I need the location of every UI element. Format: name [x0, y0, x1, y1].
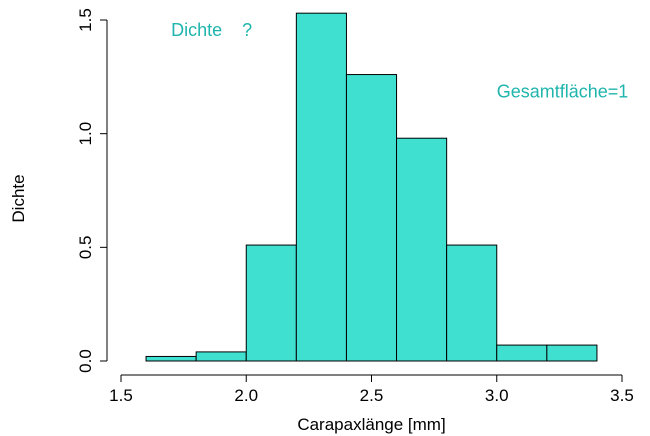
y-tick-label-2: 1.0 [76, 122, 95, 146]
annotation-density: Dichte ? [171, 20, 252, 40]
x-axis-title: Carapaxlänge [mm] [297, 415, 445, 434]
y-tick-label-0: 0.0 [76, 349, 95, 373]
y-ticks: 0.0 0.5 1.0 1.5 [76, 8, 107, 373]
y-tick-label-1: 0.5 [76, 236, 95, 260]
x-tick-label-1: 2.0 [234, 386, 258, 405]
bars [145, 12, 598, 362]
x-ticks: 1.5 2.0 2.5 3.0 3.5 [109, 375, 634, 405]
histogram-bar-4 [345, 74, 398, 362]
x-tick-label-4: 3.5 [610, 386, 634, 405]
histogram-bar-5 [396, 137, 448, 362]
x-tick-label-2: 2.5 [360, 386, 384, 405]
histogram-bar-8 [546, 344, 598, 362]
histogram-bar-3 [295, 12, 347, 362]
x-tick-label-3: 3.0 [485, 386, 509, 405]
histogram-bar-7 [496, 344, 548, 362]
histogram-bar-1 [195, 351, 247, 362]
y-tick-label-3: 1.5 [76, 8, 95, 32]
annotation-total-area: Gesamtfläche=1 [497, 81, 629, 101]
histogram-bar-2 [245, 244, 297, 362]
histogram-bar-0 [145, 355, 197, 362]
y-axis-title: Dichte [9, 174, 28, 222]
x-tick-label-0: 1.5 [109, 386, 133, 405]
histogram-bar-6 [446, 244, 498, 362]
